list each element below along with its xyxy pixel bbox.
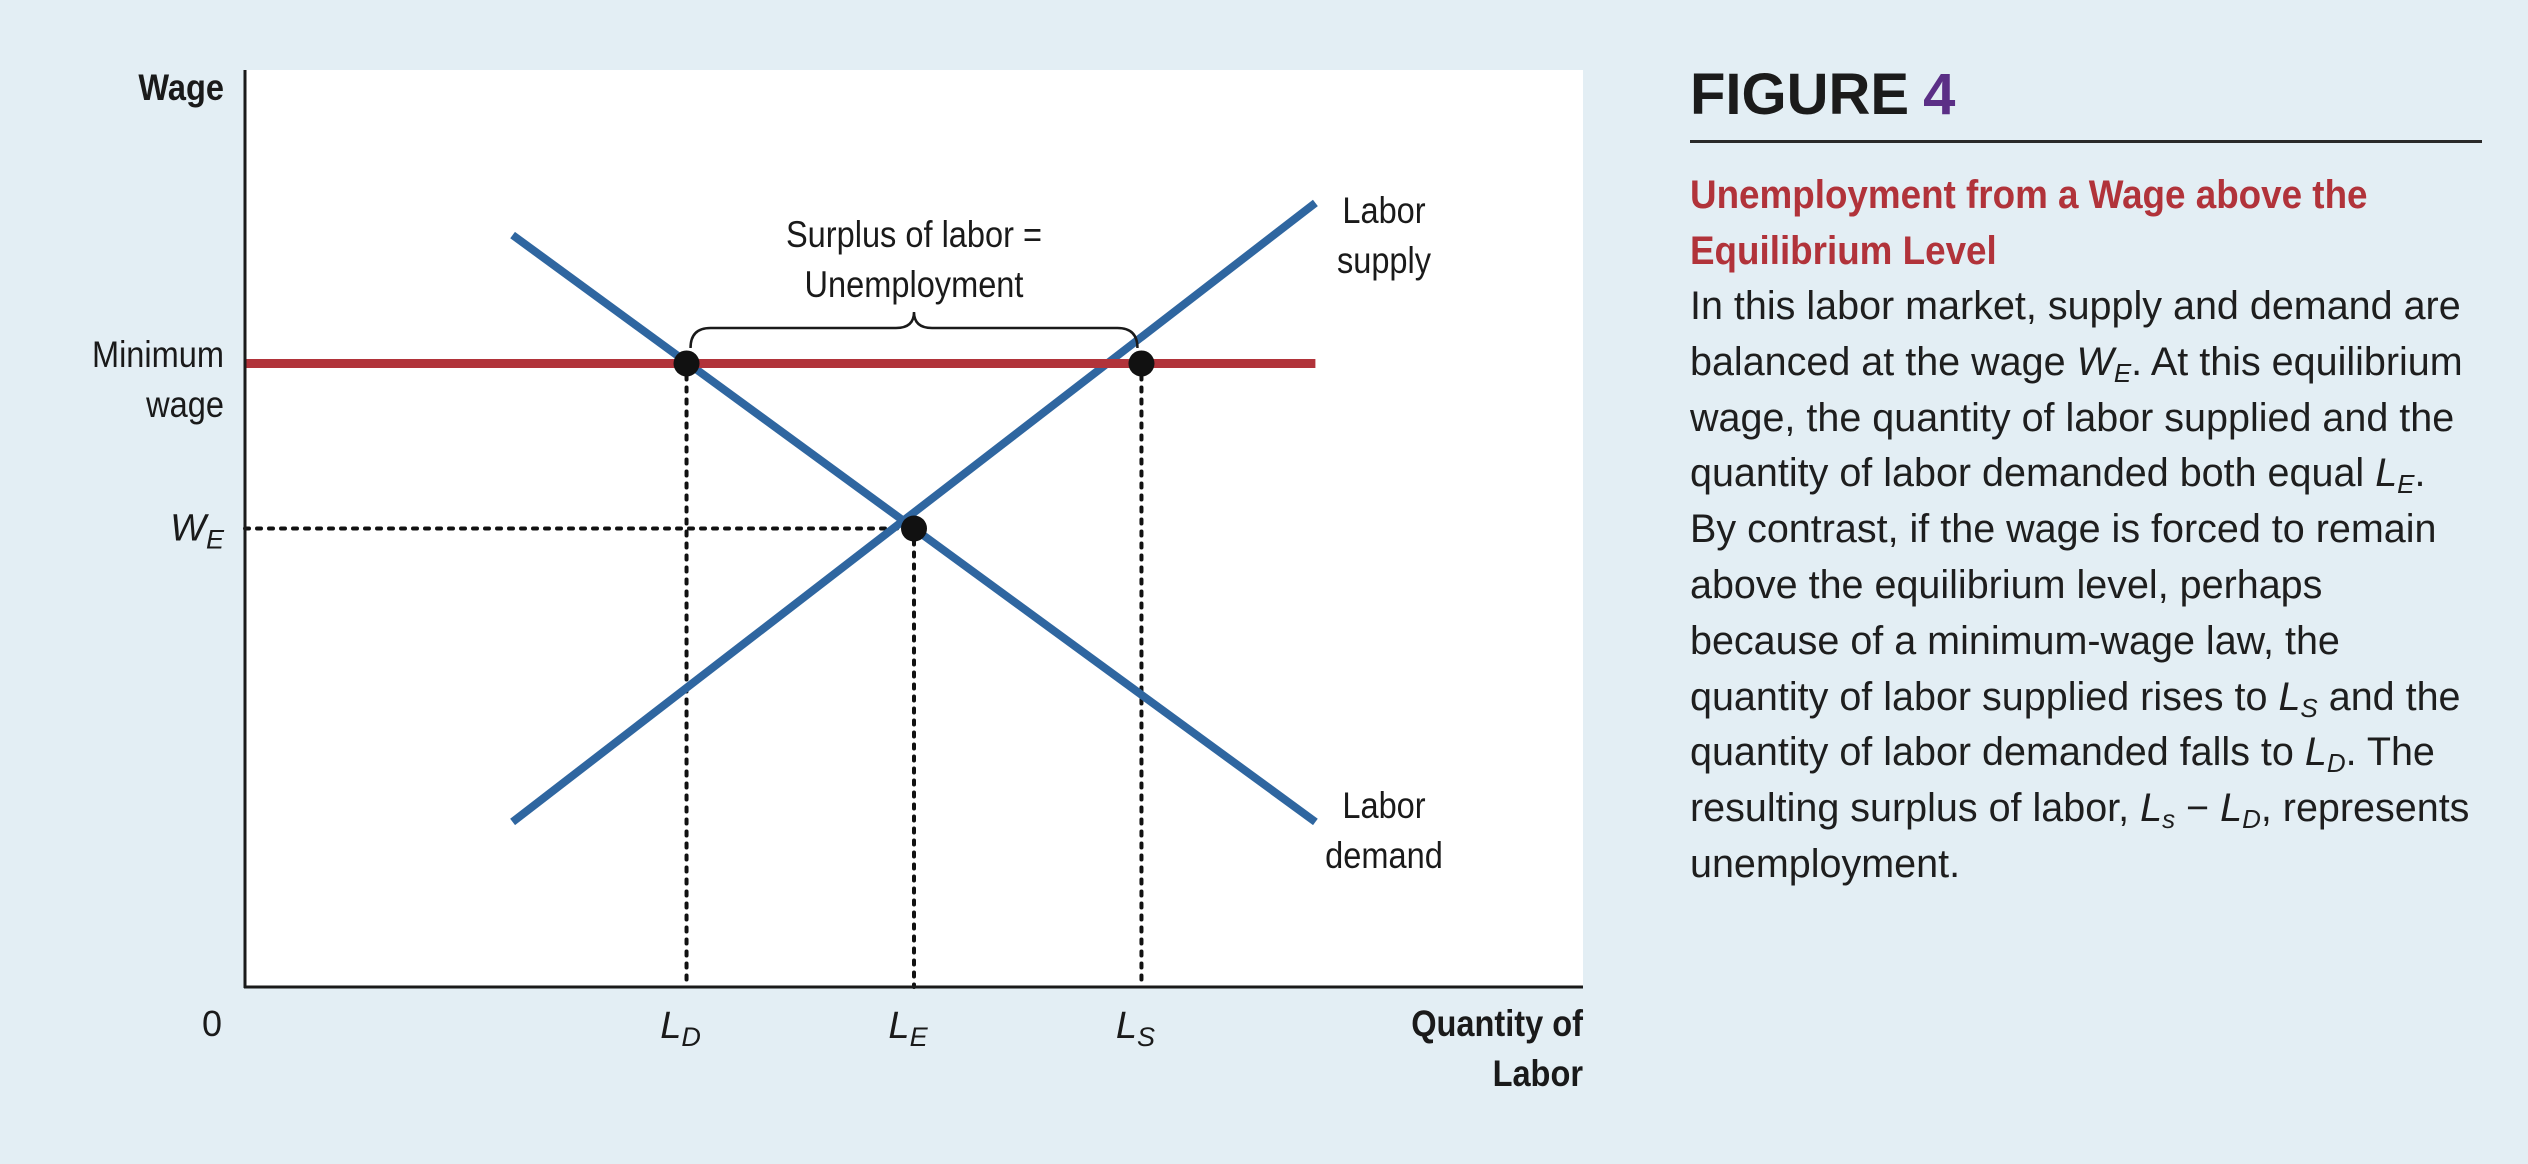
caption-text: . By contrast, if the wage is forced to … (1690, 451, 2437, 719)
axes (243, 70, 1583, 989)
y-axis-label: Wage (138, 67, 224, 108)
figure-number: 4 (1923, 62, 1956, 127)
point-supply-min-wage (1128, 350, 1155, 377)
chart-labels: Wage Quantity of Labor 0 LD LE LS WE Labor supply… (92, 67, 1583, 1094)
caption-symbol: WE (2076, 339, 2132, 388)
intersection-points (673, 350, 1155, 542)
y-tick-label: WE (170, 508, 225, 555)
x-axis-label: Quantity of (1411, 1003, 1583, 1044)
x-tick-label: LE (888, 1005, 928, 1052)
caption-symbol: LS (2278, 674, 2318, 723)
caption-text: and the quantity of labor demanded falls… (1690, 674, 2461, 775)
caption-text: − (2175, 786, 2221, 831)
heading-divider (1690, 140, 2482, 143)
labor-supply-label: Labor (1342, 190, 1426, 231)
guide-lines (243, 361, 1144, 989)
labor-supply-line (510, 199, 1318, 826)
figure-heading: FIGURE 4 (1690, 62, 2482, 136)
caption-symbol: LD (2304, 730, 2346, 779)
caption-text: , represents unemployment. (1690, 786, 2470, 886)
x-tick-label: LS (1116, 1005, 1155, 1052)
surplus-annotation: Surplus of labor = (786, 214, 1042, 255)
labor-demand-label: Labor (1342, 785, 1426, 826)
figure-panel: FIGURE 4 Unemployment from a Wage above t… (1690, 62, 2482, 893)
figure-title: Unemployment from a Wage above the Equil… (1690, 173, 2368, 273)
minimum-wage-label: Minimum (92, 334, 224, 375)
minimum-wage-label: wage (145, 384, 224, 425)
caption-symbol: Ls (2140, 786, 2176, 835)
figure-word: FIGURE (1690, 62, 1910, 127)
x-tick-label: LD (660, 1005, 701, 1052)
surplus-brace (689, 311, 1139, 349)
caption-symbol: LE (2375, 451, 2415, 500)
figure-caption: In this labor market, supply and demand … (1690, 279, 2482, 893)
surplus-annotation: Unemployment (805, 264, 1024, 305)
caption-text: In this labor market, supply and demand … (1690, 284, 2461, 384)
labor-demand-label: demand (1325, 835, 1443, 876)
origin-label: 0 (202, 1003, 222, 1044)
point-equilibrium (901, 515, 927, 542)
x-axis-label: Labor (1493, 1053, 1584, 1094)
point-demand-min-wage (673, 350, 700, 377)
caption-text: . The resulting surplus of labor, (1690, 730, 2435, 831)
caption-symbol: LD (2220, 786, 2261, 835)
caption-text: . At this equilibrium wage, the quantity… (1690, 339, 2463, 496)
labor-supply-label: supply (1337, 240, 1432, 281)
